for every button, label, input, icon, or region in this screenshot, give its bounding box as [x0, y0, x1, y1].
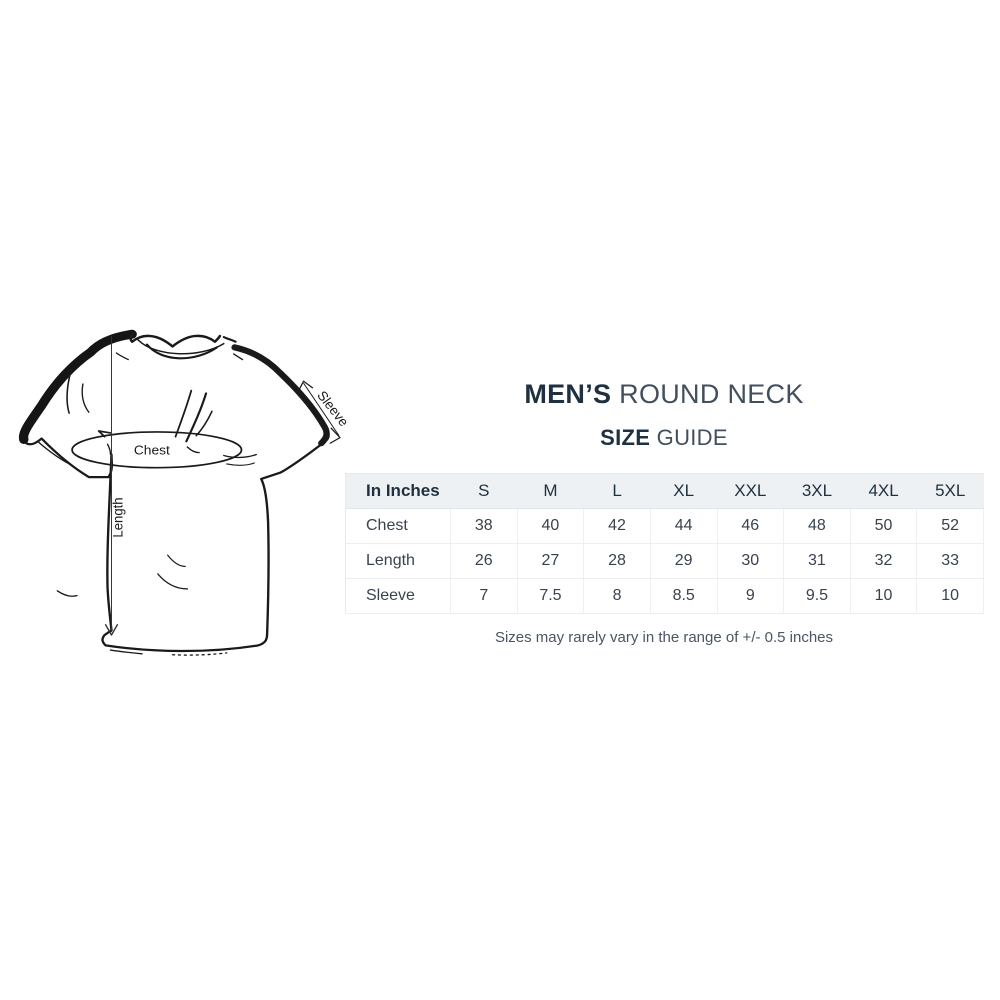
svg-text:Length: Length [110, 497, 125, 537]
svg-text:Chest: Chest [134, 443, 170, 458]
